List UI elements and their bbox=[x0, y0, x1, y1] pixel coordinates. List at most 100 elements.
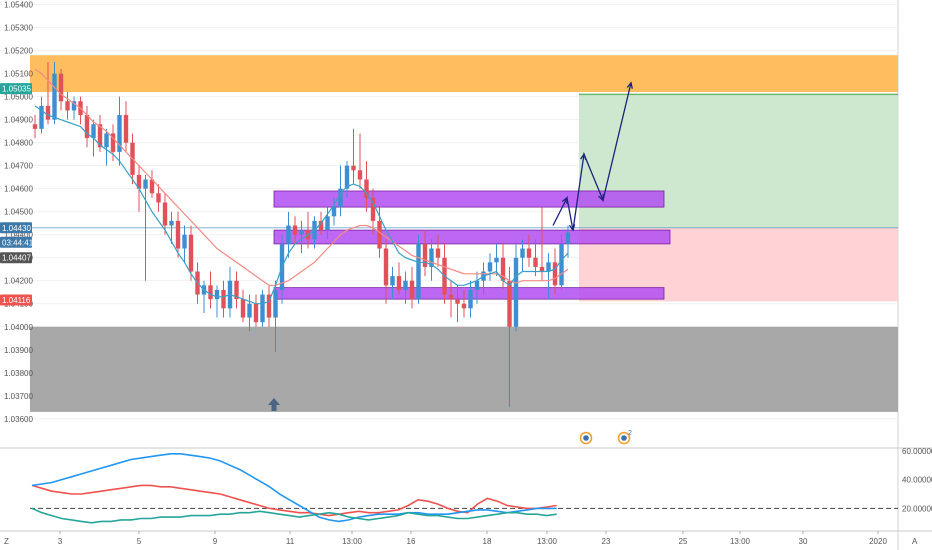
event-flag-icon bbox=[617, 431, 631, 445]
price-tick-label: 1.05300 bbox=[4, 24, 33, 33]
zoom-label[interactable]: Z bbox=[4, 537, 9, 546]
candle-body bbox=[45, 105, 51, 120]
event-flag-badge: 2 bbox=[628, 430, 632, 437]
up-arrow-stem bbox=[271, 405, 277, 411]
candle-body bbox=[234, 280, 239, 300]
candle-body bbox=[338, 188, 343, 208]
price-tick-label: 1.04200 bbox=[4, 277, 33, 286]
candle-body bbox=[429, 248, 434, 267]
time-tick-label: 23 bbox=[602, 537, 611, 546]
price-tag bbox=[0, 83, 32, 95]
candle-body bbox=[240, 299, 246, 318]
projection-arrowhead bbox=[561, 196, 568, 204]
candle-body bbox=[435, 248, 441, 258]
price-tick-label: 1.05100 bbox=[4, 70, 33, 79]
price-tick-label: 1.04800 bbox=[4, 139, 33, 148]
candle-body bbox=[461, 303, 467, 309]
ema-fast-line bbox=[34, 105, 569, 305]
candle-body bbox=[533, 257, 538, 267]
time-tick-label: 5 bbox=[137, 537, 142, 546]
auto-scale-label[interactable]: A bbox=[912, 537, 918, 546]
candle-body bbox=[364, 179, 369, 198]
price-tick-label: 1.03600 bbox=[4, 415, 33, 424]
candle-body bbox=[500, 257, 506, 281]
candle-body bbox=[221, 289, 226, 309]
markers: 2 bbox=[268, 398, 632, 445]
price-tag-label: 1.04430 bbox=[2, 224, 31, 233]
candle-body bbox=[455, 299, 460, 304]
projection-arrowhead bbox=[580, 152, 587, 161]
price-tick-label: 1.05000 bbox=[4, 93, 33, 102]
candle-body bbox=[188, 234, 194, 272]
time-tick-label: 18 bbox=[483, 537, 492, 546]
price-tick-label: 1.04000 bbox=[4, 323, 33, 332]
price-tick-label: 1.03800 bbox=[4, 369, 33, 378]
candle-body bbox=[52, 73, 57, 120]
projection-arrowhead bbox=[568, 224, 576, 232]
purple-box-upper bbox=[273, 190, 665, 208]
candle-body bbox=[71, 101, 77, 111]
projection-line bbox=[552, 82, 632, 231]
price-tick-label: 1.04600 bbox=[4, 185, 33, 194]
candle-body bbox=[357, 170, 363, 180]
candle-body bbox=[117, 115, 122, 152]
candle-body bbox=[299, 230, 304, 235]
up-arrow-icon bbox=[268, 398, 280, 411]
candle-body bbox=[136, 174, 142, 189]
candle-body bbox=[104, 133, 109, 148]
candle-body bbox=[32, 124, 38, 129]
candle-body bbox=[494, 257, 499, 263]
candle-body bbox=[273, 289, 278, 318]
price-tick-label: 1.03900 bbox=[4, 346, 33, 355]
candle-body bbox=[182, 234, 187, 249]
time-tick-label: 9 bbox=[213, 537, 218, 546]
candles bbox=[32, 62, 571, 408]
candle-body bbox=[253, 303, 259, 323]
candle-body bbox=[169, 220, 174, 226]
candle-body bbox=[513, 257, 519, 327]
candle-body bbox=[84, 115, 90, 139]
time-tick-label: 13:00 bbox=[342, 537, 363, 546]
candle-body bbox=[507, 280, 512, 327]
candle-body bbox=[149, 179, 155, 194]
price-tag bbox=[0, 222, 32, 234]
candle-body bbox=[123, 115, 129, 143]
candle-body bbox=[390, 276, 395, 286]
price-tick-label: 1.05400 bbox=[4, 1, 33, 10]
projection-path bbox=[552, 81, 633, 232]
time-tick-label: 2020 bbox=[869, 537, 887, 546]
candle-body bbox=[97, 124, 103, 148]
event-flag-icon bbox=[579, 431, 593, 445]
price-tags: 1.05035 1.04430 03:44:41 1.04407 1.04116 bbox=[0, 83, 34, 306]
price-tag bbox=[0, 294, 32, 306]
candle-body bbox=[526, 248, 532, 258]
candle-body bbox=[39, 105, 44, 129]
candle-body bbox=[325, 216, 330, 231]
event-flag-core bbox=[621, 435, 627, 441]
oscillator-tick-label: 40.00000 bbox=[902, 476, 932, 485]
candle-body bbox=[422, 243, 428, 267]
candle-body bbox=[565, 232, 571, 244]
candle-body bbox=[110, 133, 116, 152]
projection-arrowhead bbox=[598, 194, 604, 202]
time-tick-label: 25 bbox=[679, 537, 688, 546]
time-tick-label: 11 bbox=[286, 537, 295, 546]
candle-body bbox=[396, 276, 402, 290]
candle-body bbox=[162, 202, 168, 226]
time-axis[interactable]: 3 5 9 11 13:00 16 18 13:00 23 25 13:00 30 2020 Z A bbox=[4, 531, 918, 546]
candle-body bbox=[208, 285, 213, 300]
target-zone bbox=[579, 94, 898, 228]
candle-body bbox=[377, 220, 382, 249]
price-tag bbox=[0, 252, 32, 264]
candle-body bbox=[539, 266, 545, 272]
candle-body bbox=[331, 207, 337, 217]
event-flag-core bbox=[583, 435, 589, 441]
candle-body bbox=[474, 280, 480, 290]
price-tag-label: 1.04407 bbox=[2, 254, 31, 263]
candle-body bbox=[383, 248, 389, 286]
candle-body bbox=[266, 294, 272, 318]
candle-body bbox=[260, 294, 265, 323]
price-tick-label: 1.04900 bbox=[4, 116, 33, 125]
projection-arrowhead bbox=[626, 81, 633, 89]
